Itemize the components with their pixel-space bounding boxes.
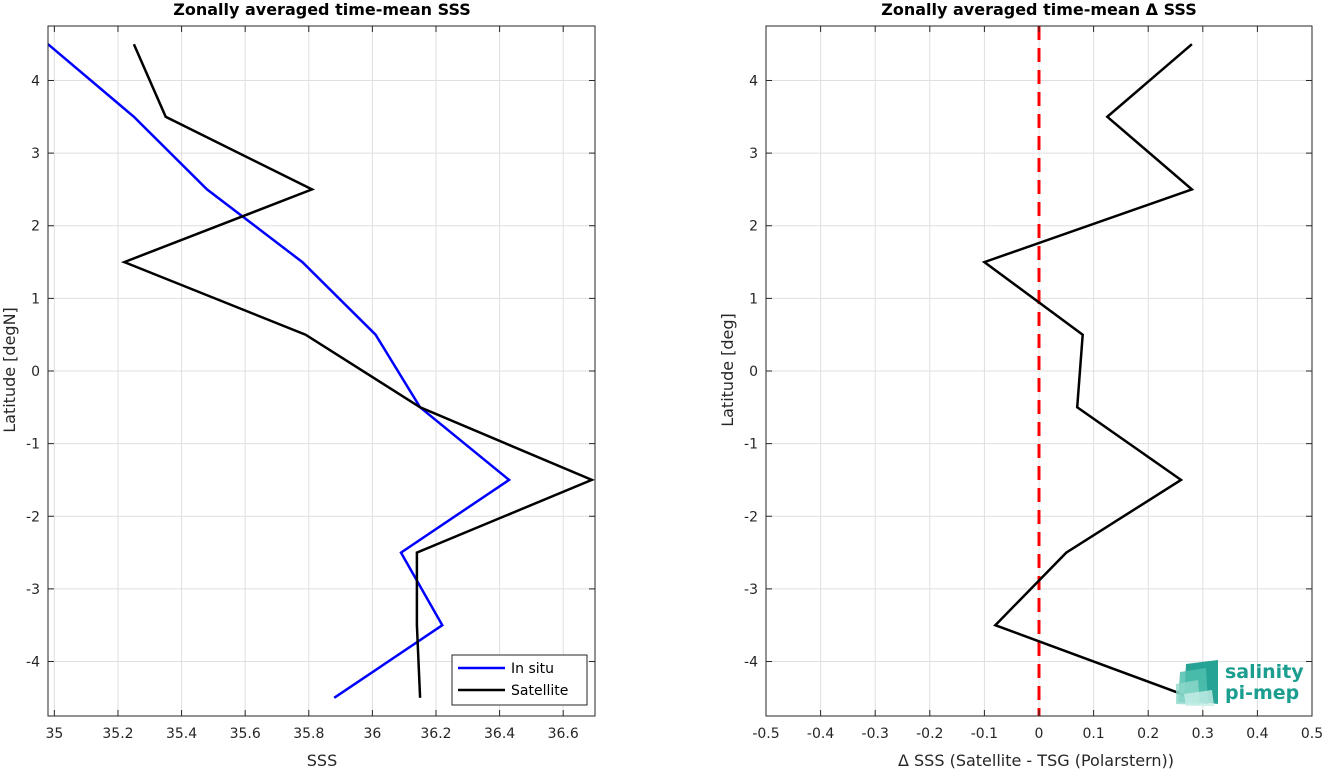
right-x-tick-label: -0.5	[752, 726, 779, 742]
left-x-tick-label: 36	[363, 726, 381, 742]
left-chart-title: Zonally averaged time-mean SSS	[173, 0, 471, 19]
right-y-tick-label: 2	[749, 219, 758, 235]
right-y-tick-label: 1	[749, 291, 758, 307]
right-series	[981, 43, 1195, 699]
right-series-line-delta-sss	[981, 43, 1195, 699]
legend-satellite-label: Satellite	[511, 683, 568, 699]
right-y-tick-label: -2	[744, 509, 758, 525]
left-x-tick-label: 35.2	[102, 726, 133, 742]
right-x-tick-label: -0.1	[971, 726, 998, 742]
legend-in-situ-label: In situ	[511, 661, 554, 677]
right-panel-delta-sss: Zonally averaged time-mean Δ SSS Δ SSS (…	[718, 0, 1323, 769]
right-x-tick-label: 0.4	[1246, 726, 1268, 742]
left-y-tick-label: 1	[31, 291, 40, 307]
left-y-tick-label: -3	[26, 582, 40, 598]
left-y-tick-label: 2	[31, 219, 40, 235]
left-grid	[48, 26, 595, 716]
left-x-tick-label: 35.8	[293, 726, 324, 742]
right-x-tick-label: 0.1	[1082, 726, 1104, 742]
left-y-tick-label: 0	[31, 364, 40, 380]
right-x-tick-label: -0.4	[807, 726, 834, 742]
left-x-tick-label: 36.2	[420, 726, 451, 742]
right-x-tick-label: 0.3	[1192, 726, 1214, 742]
left-y-axis-label: Latitude [degN]	[0, 307, 19, 433]
left-ticks: 35 35.2 35.4 35.6 35.8 36 36.2 36.4 36.6 -4 -3 -2 -1…	[26, 26, 595, 742]
right-grid	[765, 26, 1313, 716]
right-y-tick-label: 4	[749, 73, 758, 89]
logo-line2: pi-mep	[1225, 682, 1299, 704]
left-x-tick-label: 35.6	[230, 726, 261, 742]
left-x-tick-label: 35.4	[166, 726, 197, 742]
left-y-tick-label: -2	[26, 509, 40, 525]
legend: In situ Satellite	[451, 654, 588, 706]
left-panel-sss: Zonally averaged time-mean SSS SSS Latit…	[0, 0, 596, 769]
left-y-tick-label: -4	[26, 655, 40, 671]
right-x-tick-label: 0	[1035, 726, 1044, 742]
right-x-tick-label: -0.3	[862, 726, 889, 742]
left-x-tick-label: 35	[45, 726, 63, 742]
right-y-tick-label: -1	[744, 437, 758, 453]
left-x-tick-label: 36.6	[548, 726, 579, 742]
right-x-axis-label: Δ SSS (Satellite - TSG (Polarstern))	[898, 751, 1174, 769]
left-y-tick-label: -1	[26, 437, 40, 453]
logo-wave-icon	[1176, 660, 1218, 706]
right-x-tick-label: 0.2	[1137, 726, 1159, 742]
left-series-line-in-situ	[47, 43, 512, 699]
right-y-tick-label: 0	[749, 364, 758, 380]
right-chart-title: Zonally averaged time-mean Δ SSS	[881, 0, 1197, 19]
left-series-line-satellite	[120, 43, 596, 698]
right-x-tick-label: 0.5	[1301, 726, 1323, 742]
right-ticks: -0.5 -0.4 -0.3 -0.2 -0.1 0 0.1 0.2 0.3 0.4 0.5 -4 -3…	[744, 26, 1323, 742]
legend-box	[451, 654, 588, 706]
left-x-axis-label: SSS	[307, 751, 337, 769]
right-y-axis-label: Latitude [deg]	[718, 313, 737, 427]
right-y-tick-label: -4	[744, 655, 758, 671]
left-x-tick-label: 36.4	[484, 726, 515, 742]
logo-line1: salinity	[1225, 661, 1304, 683]
left-y-tick-label: 3	[31, 146, 40, 162]
right-y-tick-label: 3	[749, 146, 758, 162]
left-y-tick-label: 4	[31, 73, 40, 89]
salinity-pi-mep-logo: salinity pi-mep	[1176, 660, 1304, 706]
left-series	[47, 43, 596, 699]
right-x-tick-label: -0.2	[916, 726, 943, 742]
right-y-tick-label: -3	[744, 582, 758, 598]
